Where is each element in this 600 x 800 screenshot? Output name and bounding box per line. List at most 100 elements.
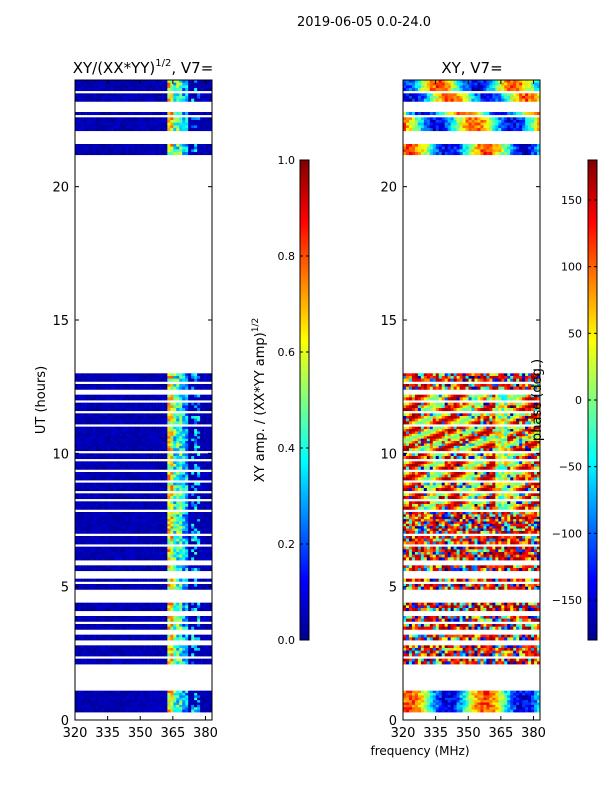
amp-heatmap-cell xyxy=(188,482,192,486)
amp-heatmap-cell xyxy=(98,402,103,406)
amp-heatmap-cell xyxy=(152,453,157,457)
amp-heatmap-cell xyxy=(113,421,118,425)
amp-heatmap-cell xyxy=(155,618,159,622)
amp-heatmap-cell xyxy=(173,112,177,116)
amp-heatmap-cell xyxy=(197,504,201,508)
phase-heatmap-cell xyxy=(459,690,464,694)
amp-heatmap-cell xyxy=(86,408,91,412)
amp-heatmap-cell xyxy=(128,88,133,92)
amp-heatmap-cell xyxy=(86,648,91,652)
amp-heatmap-cell xyxy=(131,568,136,572)
amp-heatmap-cell xyxy=(191,384,195,388)
amp-heatmap-cell xyxy=(194,394,198,398)
amp-heatmap-cell xyxy=(152,526,157,529)
amp-heatmap-cell xyxy=(206,658,210,662)
amp-heatmap-cell xyxy=(206,128,210,132)
amp-heatmap-cell xyxy=(188,397,192,401)
amp-heatmap-cell xyxy=(146,441,151,444)
amp-heatmap-cell xyxy=(86,521,91,525)
amp-heatmap-cell xyxy=(197,453,201,457)
amp-heatmap-cell xyxy=(167,402,171,406)
amp-heatmap-cell xyxy=(110,448,115,452)
amp-heatmap-cell xyxy=(122,144,127,148)
amp-heatmap-cell xyxy=(107,584,112,588)
amp-heatmap-cell xyxy=(125,482,130,486)
amp-heatmap-cell xyxy=(176,441,180,444)
amp-heatmap-cell xyxy=(122,602,127,606)
amp-heatmap-cell xyxy=(176,405,180,409)
amp-heatmap-cell xyxy=(185,530,189,534)
amp-heatmap-cell xyxy=(77,568,82,572)
amp-heatmap-cell xyxy=(104,436,109,440)
amp-heatmap-cell xyxy=(110,496,115,500)
amp-heatmap-cell xyxy=(161,376,165,380)
amp-heatmap-cell xyxy=(167,536,171,540)
amp-heatmap-cell xyxy=(185,526,189,529)
amp-heatmap-cell xyxy=(131,690,136,694)
amp-heatmap-cell xyxy=(200,504,204,508)
amp-heatmap-cell xyxy=(209,149,212,153)
amp-heatmap-cell xyxy=(149,146,154,150)
amp-heatmap-cell xyxy=(101,384,106,388)
amp-heatmap-cell xyxy=(134,461,139,465)
amp-heatmap-cell xyxy=(101,93,106,97)
amp-heatmap-cell xyxy=(77,658,82,662)
amp-heatmap-cell xyxy=(125,645,130,649)
amp-heatmap-cell xyxy=(83,634,88,638)
amp-heatmap-cell xyxy=(206,436,210,440)
amp-heatmap-cell xyxy=(203,526,207,529)
amp-heatmap-cell xyxy=(140,421,145,425)
amp-heatmap-cell xyxy=(116,653,121,657)
amp-heatmap-cell xyxy=(122,650,127,654)
amp-heatmap-cell xyxy=(200,88,204,92)
amp-heatmap-cell xyxy=(170,565,174,569)
amp-heatmap-cell xyxy=(158,85,162,89)
amp-heatmap-cell xyxy=(188,421,192,425)
amp-heatmap-cell xyxy=(125,697,130,701)
amp-heatmap-cell xyxy=(188,645,192,649)
amp-heatmap-cell xyxy=(137,413,142,417)
amp-heatmap-cell xyxy=(92,519,97,522)
amp-heatmap-cell xyxy=(170,624,174,628)
amp-heatmap-cell xyxy=(95,426,100,430)
amp-heatmap-cell xyxy=(191,512,195,515)
amp-heatmap-cell xyxy=(98,530,103,534)
amp-heatmap-cell xyxy=(107,477,112,481)
amp-heatmap-cell xyxy=(131,394,136,398)
amp-heatmap-cell xyxy=(209,658,212,662)
amp-heatmap-cell xyxy=(185,521,189,525)
amp-heatmap-cell xyxy=(101,523,106,527)
amp-heatmap-cell xyxy=(188,405,192,409)
amp-heatmap-cell xyxy=(101,402,106,406)
amp-heatmap-cell xyxy=(146,461,151,465)
phase-heatmap-cell xyxy=(465,693,470,696)
amp-heatmap-cell xyxy=(116,436,121,440)
amp-heatmap-cell xyxy=(179,538,183,542)
amp-heatmap-cell xyxy=(125,413,130,417)
amp-heatmap-cell xyxy=(86,431,91,435)
amp-heatmap-cell xyxy=(188,709,192,713)
phase-heatmap-cell xyxy=(462,690,467,694)
amp-heatmap-cell xyxy=(113,152,118,156)
amp-heatmap-cell xyxy=(86,397,91,401)
amp-heatmap-cell xyxy=(75,438,79,442)
amp-heatmap-cell xyxy=(155,120,159,124)
amp-heatmap-cell xyxy=(95,149,100,153)
amp-heatmap-cell xyxy=(80,438,85,442)
amp-heatmap-cell xyxy=(83,477,88,481)
phase-heatmap-cell xyxy=(432,697,437,701)
amp-heatmap-cell xyxy=(128,384,133,388)
amp-heatmap-cell xyxy=(152,431,157,435)
amp-heatmap-cell xyxy=(113,376,118,380)
amp-heatmap-cell xyxy=(188,477,192,481)
phase-heatmap-cell xyxy=(525,695,529,699)
amp-heatmap-cell xyxy=(206,146,210,150)
amp-heatmap-cell xyxy=(197,554,201,558)
amp-heatmap-cell xyxy=(125,584,130,588)
amp-heatmap-cell xyxy=(92,586,97,590)
amp-heatmap-cell xyxy=(110,378,115,382)
amp-heatmap-cell xyxy=(182,474,186,478)
amp-heatmap-cell xyxy=(194,637,198,641)
amp-heatmap-cell xyxy=(200,554,204,558)
amp-heatmap-cell xyxy=(185,541,189,545)
